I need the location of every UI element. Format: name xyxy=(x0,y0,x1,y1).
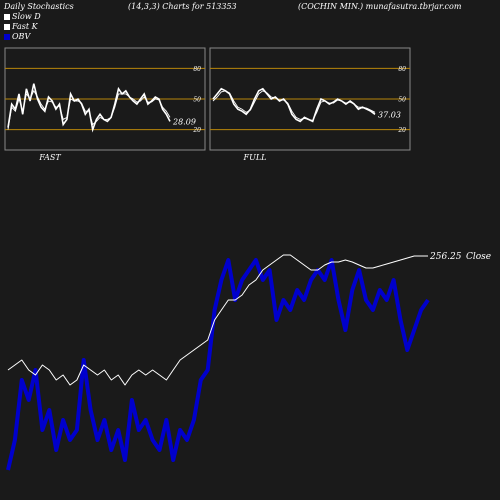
legend-slow-d: Slow D xyxy=(4,12,41,21)
legend-swatch-fast-k xyxy=(4,23,10,30)
panel-fast-level-label-80: 80 xyxy=(193,66,201,73)
panel-fast-last-value: 28.09 xyxy=(172,117,196,126)
legend-label-obv: OBV xyxy=(12,32,31,41)
panel-full-last-value: 37.03 xyxy=(378,110,401,119)
close-line xyxy=(7,254,428,386)
legend-fast-k: Fast K xyxy=(4,22,38,31)
obv-line xyxy=(6,258,430,471)
header-source: (COCHIN MIN.) munafasutra.tbrjar.com xyxy=(298,2,462,11)
panel-fast-series-0 xyxy=(7,83,171,133)
panel-full-title: FULL xyxy=(243,153,267,162)
panel-fast-level-label-50: 50 xyxy=(193,97,201,104)
panel-full-level-label-50: 50 xyxy=(398,97,406,104)
header-chart-for: (14,3,3) Charts for 513353 xyxy=(128,2,237,11)
header-title: Daily Stochastics xyxy=(4,2,74,11)
panel-full-series-1 xyxy=(212,90,376,121)
panel-full-level-label-80: 80 xyxy=(398,66,406,73)
panel-full-level-label-20: 20 xyxy=(397,127,406,134)
legend-label-slow-d: Slow D xyxy=(12,12,41,21)
legend-label-fast-k: Fast K xyxy=(12,22,38,31)
panel-fast-title: FAST xyxy=(38,153,61,162)
legend-swatch-slow-d xyxy=(4,13,10,20)
panel-fast-level-label-20: 20 xyxy=(192,127,201,134)
close-last-value: 256.25 xyxy=(429,252,462,262)
legend-obv: OBV xyxy=(4,32,30,41)
close-label: Close xyxy=(466,252,491,262)
panel-fast-series-1 xyxy=(7,89,171,130)
legend-swatch-obv xyxy=(4,33,10,40)
